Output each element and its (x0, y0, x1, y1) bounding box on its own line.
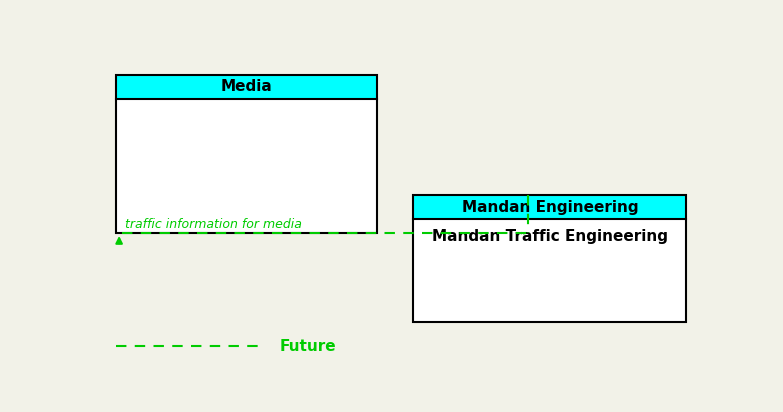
Text: Future: Future (280, 339, 337, 353)
Bar (413, 195, 687, 322)
Bar (116, 98, 377, 234)
Text: Mandan Engineering: Mandan Engineering (462, 200, 638, 215)
Bar (116, 75, 377, 234)
Text: Media: Media (221, 79, 272, 94)
Bar (413, 195, 687, 219)
Bar (413, 219, 687, 322)
Text: traffic information for media: traffic information for media (125, 218, 302, 231)
Bar (116, 75, 377, 98)
Text: Mandan Traffic Engineering: Mandan Traffic Engineering (432, 229, 668, 244)
